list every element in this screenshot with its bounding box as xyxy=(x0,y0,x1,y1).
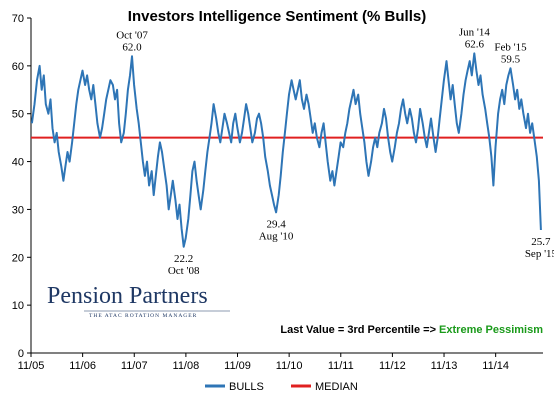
x-tick-label: 11/05 xyxy=(18,360,45,372)
x-tick-label: 11/07 xyxy=(121,360,148,372)
annotation-label: Oct '07 xyxy=(116,29,148,41)
annotation-label: Aug '10 xyxy=(259,230,294,242)
y-tick-label: 40 xyxy=(12,157,24,169)
footnote-prefix: Last Value = 3rd Percentile => xyxy=(280,324,439,336)
x-tick-label: 11/11 xyxy=(328,360,354,372)
y-tick-label: 0 xyxy=(18,348,24,360)
annotation-label: 59.5 xyxy=(501,53,521,65)
x-axis: 11/05 11/06 11/07 11/08 11/09 11/10 11/11 11/12… xyxy=(18,353,509,372)
annotation-label: Jun '14 xyxy=(459,26,491,38)
footnote-highlight: Extreme Pessimism xyxy=(439,324,543,336)
y-tick-label: 60 xyxy=(12,61,24,73)
annotation-label: Feb '15 xyxy=(494,41,527,53)
x-tick-label: 11/14 xyxy=(482,360,509,372)
legend: BULLS MEDIAN xyxy=(205,381,358,393)
x-tick-label: 11/08 xyxy=(173,360,200,372)
x-tick-label: 11/09 xyxy=(224,360,251,372)
footnote: Last Value = 3rd Percentile => Extreme P… xyxy=(280,324,543,336)
legend-median-label: MEDIAN xyxy=(315,381,358,393)
y-tick-label: 50 xyxy=(12,109,24,121)
annotation-label: 22.2 xyxy=(174,253,193,265)
y-tick-label: 20 xyxy=(12,252,24,264)
x-tick-label: 11/10 xyxy=(276,360,303,372)
logo-subtitle: THE ATAC ROTATION MANAGER xyxy=(89,313,197,319)
chart-title: Investors Intelligence Sentiment (% Bull… xyxy=(128,8,426,25)
y-tick-label: 10 xyxy=(12,300,24,312)
annotation-label: 62.0 xyxy=(122,41,142,53)
legend-bulls-label: BULLS xyxy=(229,381,264,393)
x-tick-label: 11/13 xyxy=(431,360,458,372)
x-tick-label: 11/06 xyxy=(69,360,96,372)
y-tick-label: 70 xyxy=(12,13,24,25)
annotation-label: Sep '15 xyxy=(525,248,554,260)
annotation-label: 29.4 xyxy=(266,218,286,230)
y-axis: 0 10 20 30 40 50 60 70 xyxy=(12,13,31,360)
bulls-line xyxy=(30,52,542,248)
annotation-label: Oct '08 xyxy=(168,265,200,277)
pension-partners-logo: Pension Partners THE ATAC ROTATION MANAG… xyxy=(47,283,230,319)
logo-text: Pension Partners xyxy=(47,283,208,309)
y-tick-label: 30 xyxy=(12,204,24,216)
annotation-label: 62.6 xyxy=(465,38,485,50)
x-tick-label: 11/12 xyxy=(379,360,406,372)
annotation-label: 25.7 xyxy=(531,236,551,248)
